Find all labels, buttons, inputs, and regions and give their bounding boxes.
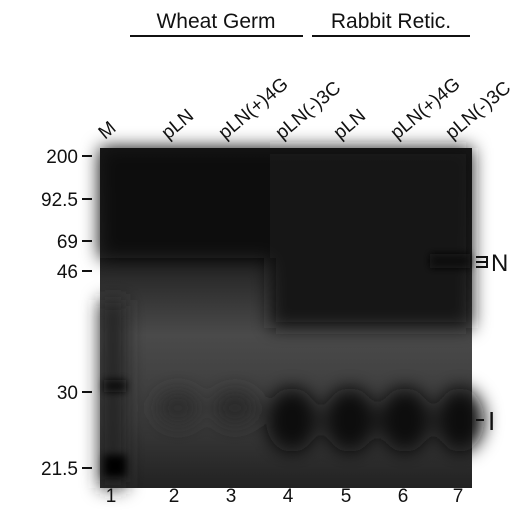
lane-number: 4 <box>283 486 294 507</box>
lane-number: 2 <box>169 486 180 507</box>
group-label: Wheat Germ <box>156 10 275 33</box>
marker-label: 30 <box>57 383 78 404</box>
group-label: Rabbit Retic. <box>331 10 451 33</box>
lane-number: 5 <box>341 486 352 507</box>
lane-number: 6 <box>398 486 409 507</box>
marker-label: 92.5 <box>41 190 78 211</box>
lane-number: 1 <box>106 486 117 507</box>
marker-label: 21.5 <box>41 459 78 480</box>
marker-label: 46 <box>57 262 78 283</box>
band-label: N <box>491 250 508 277</box>
lane-label: pLN <box>158 105 198 143</box>
lane-label: pLN <box>330 105 370 143</box>
lane-number: 7 <box>453 486 464 507</box>
bracket <box>476 256 488 268</box>
band-label: I <box>488 406 495 436</box>
lane-label: M <box>95 118 121 144</box>
lane-number: 3 <box>226 486 237 507</box>
marker-bands <box>104 254 470 477</box>
marker-label: 200 <box>46 147 78 168</box>
gel <box>100 148 484 488</box>
band-annotations: N I <box>476 250 508 436</box>
marker-label: 69 <box>57 232 78 253</box>
gel-smears <box>100 148 484 488</box>
